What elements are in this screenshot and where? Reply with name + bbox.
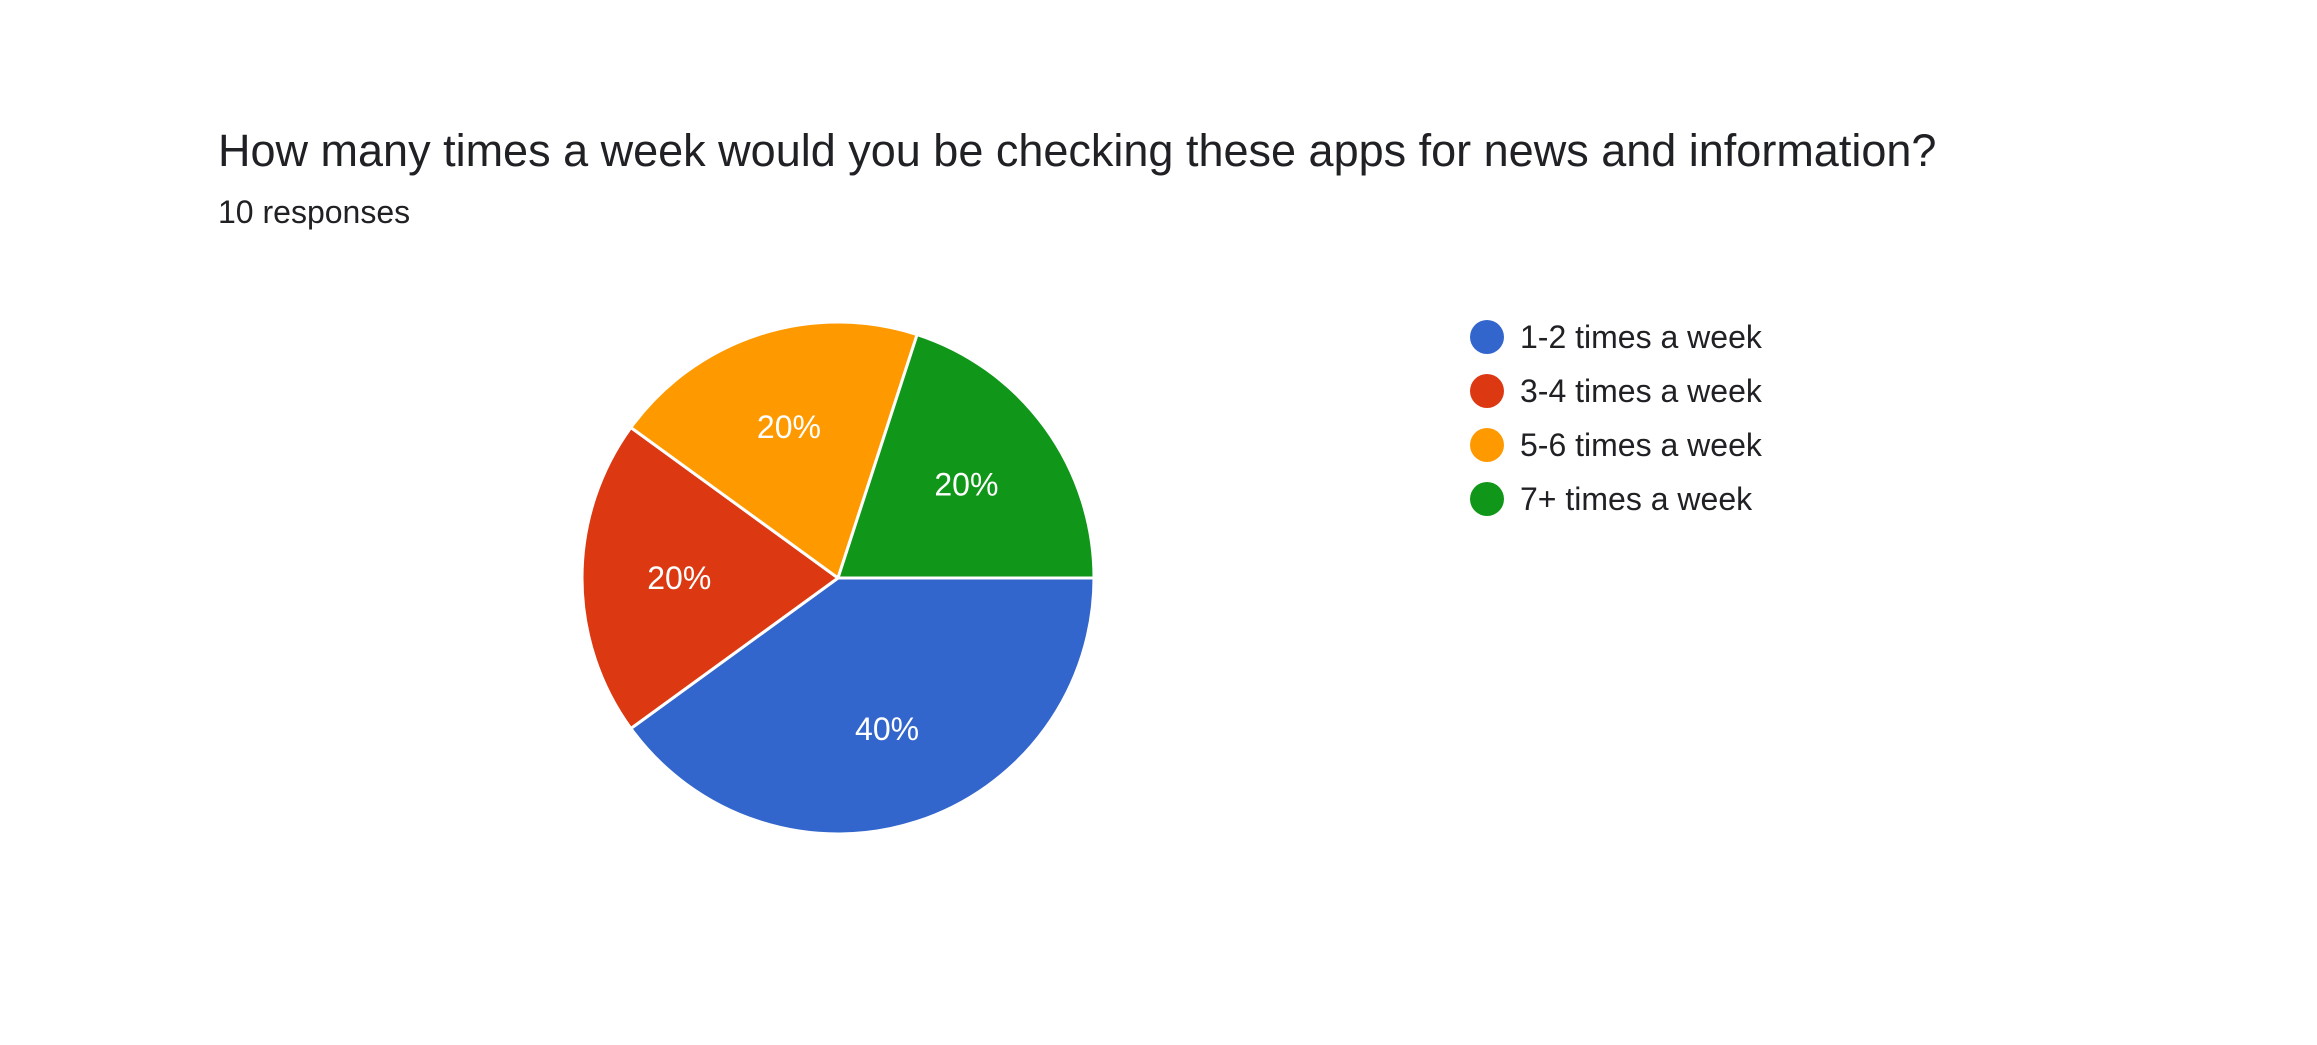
legend-item-5-6-times[interactable]: 5-6 times a week: [1470, 418, 1762, 472]
legend-swatch-orange: [1470, 428, 1504, 462]
legend-label: 7+ times a week: [1520, 481, 1753, 517]
pie-slice-4[interactable]: [836, 333, 1096, 580]
pie-slice-3[interactable]: [629, 320, 919, 580]
legend-swatch-blue: [1470, 320, 1504, 354]
pie-slice-labels: 40% 20% 20% 20%: [647, 409, 998, 747]
legend-item-7-plus-times[interactable]: 7+ times a week: [1470, 472, 1762, 526]
pie-slice-1[interactable]: [629, 576, 1096, 836]
legend-item-3-4-times[interactable]: 3-4 times a week: [1470, 364, 1762, 418]
pie-slice-label-1: 40%: [855, 711, 919, 747]
pie-slices: [580, 320, 1096, 836]
chart-legend: 1-2 times a week 3-4 times a week 5-6 ti…: [1470, 310, 1762, 526]
pie-slice-label-3: 20%: [757, 409, 821, 445]
chart-title: How many times a week would you be check…: [218, 125, 1937, 176]
legend-label: 1-2 times a week: [1520, 319, 1762, 355]
legend-swatch-red: [1470, 374, 1504, 408]
response-count: 10 responses: [218, 194, 411, 230]
legend-label: 5-6 times a week: [1520, 427, 1762, 463]
pie-slice-label-2: 20%: [647, 560, 711, 596]
pie-slice-2[interactable]: [580, 426, 840, 730]
legend-label: 3-4 times a week: [1520, 373, 1762, 409]
legend-swatch-green: [1470, 482, 1504, 516]
pie-slice-label-4: 20%: [934, 467, 998, 503]
legend-item-1-2-times[interactable]: 1-2 times a week: [1470, 310, 1762, 364]
